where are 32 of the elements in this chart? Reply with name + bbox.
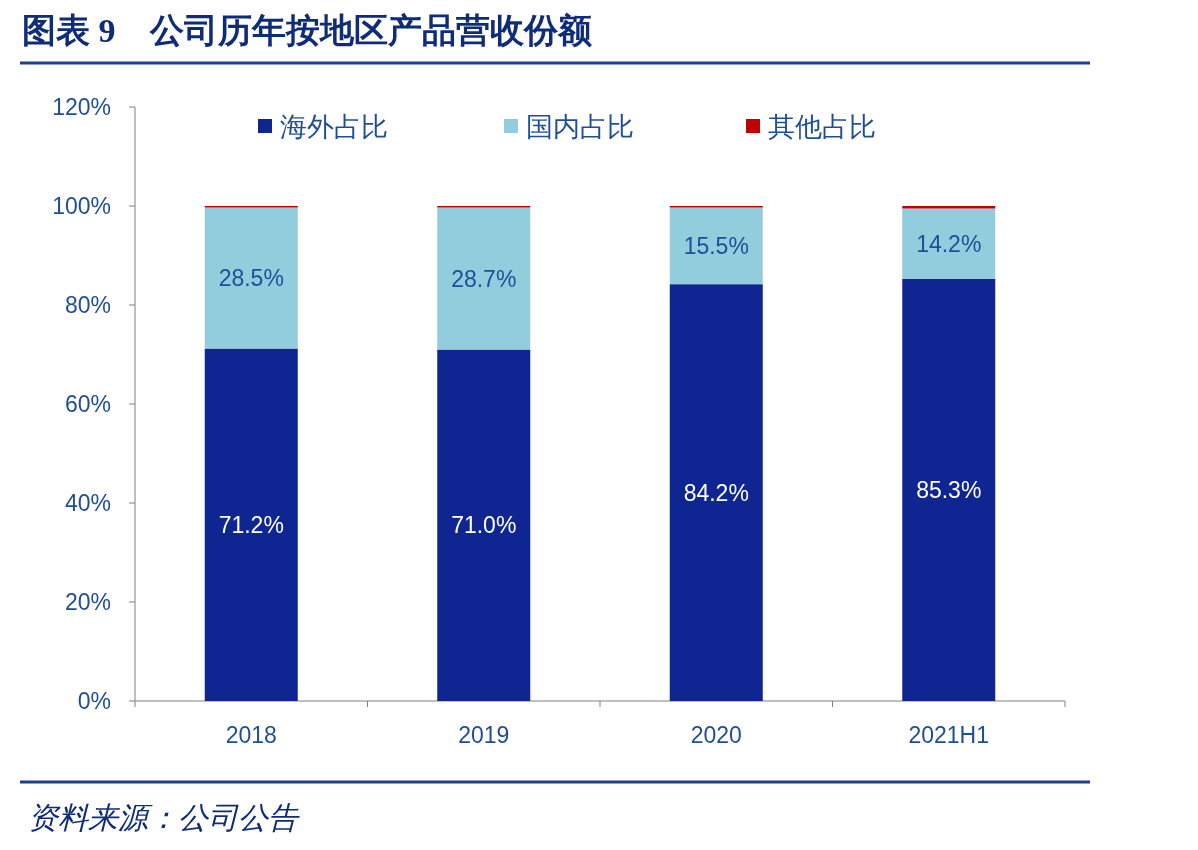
data-label: 84.2% <box>683 479 749 506</box>
legend-label: 国内占比 <box>526 112 634 142</box>
chart-title: 图表 9 公司历年按地区产品营收份额 <box>22 12 592 49</box>
bar <box>437 349 531 701</box>
y-tick-label: 20% <box>64 589 111 615</box>
y-tick-label: 80% <box>64 292 111 318</box>
x-tick-label: 2019 <box>458 722 510 748</box>
x-tick-label: 2020 <box>690 722 742 748</box>
y-tick-label: 0% <box>77 688 111 714</box>
y-tick-label: 120% <box>52 94 111 120</box>
x-tick-label: 2021H1 <box>908 722 990 748</box>
data-label: 71.0% <box>451 512 517 539</box>
legend-label: 海外占比 <box>280 112 388 142</box>
data-label: 85.3% <box>916 476 982 503</box>
bar <box>902 278 996 701</box>
data-label: 28.7% <box>451 265 517 292</box>
bar <box>204 207 298 349</box>
data-label: 28.5% <box>218 265 284 292</box>
legend-label: 其他占比 <box>768 112 876 142</box>
bar <box>437 207 531 350</box>
y-tick-label: 100% <box>52 193 111 219</box>
bar <box>669 284 763 701</box>
y-tick-label: 40% <box>64 490 111 516</box>
y-tick-label: 60% <box>64 391 111 417</box>
bar <box>902 208 996 279</box>
x-tick-label: 2018 <box>225 722 277 748</box>
text: 资料来源：公司公告 <box>28 801 300 834</box>
data-label: 15.5% <box>683 232 749 259</box>
bar <box>669 207 763 285</box>
data-label: 71.2% <box>218 511 284 538</box>
bar <box>204 348 298 701</box>
data-label: 14.2% <box>916 230 982 257</box>
